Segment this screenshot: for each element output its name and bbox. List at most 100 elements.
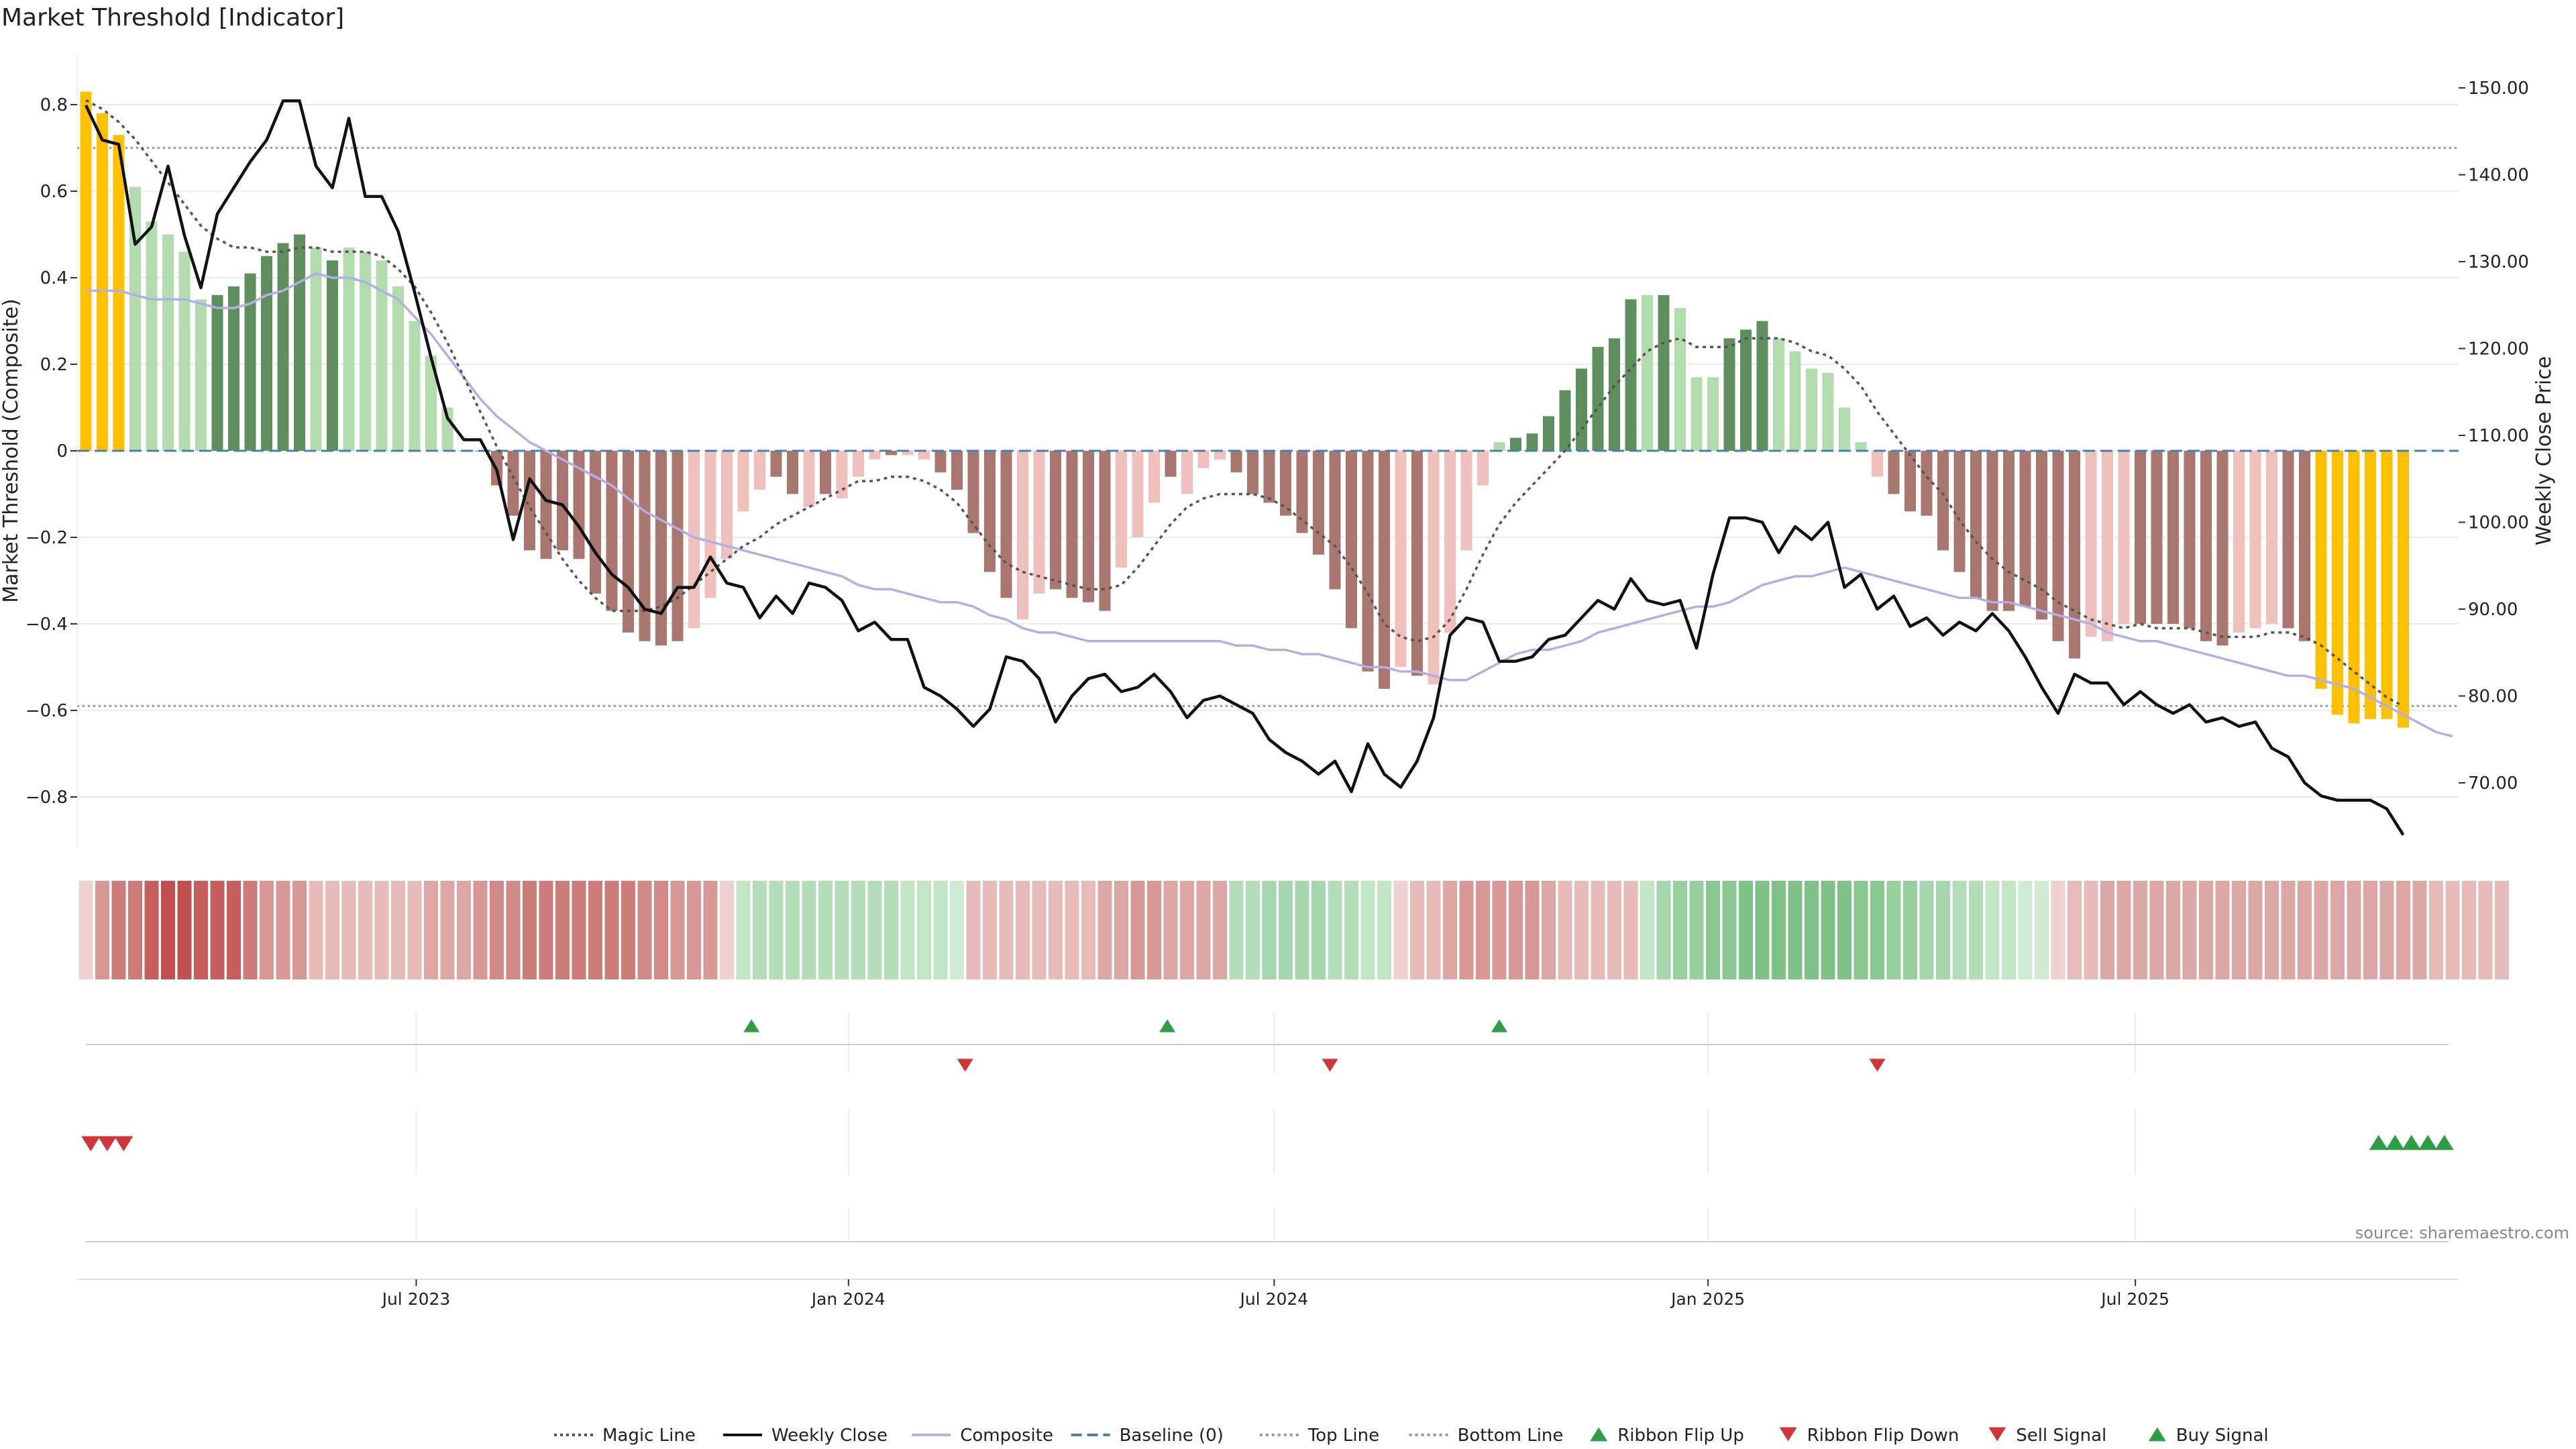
ribbon-cell bbox=[194, 881, 208, 979]
composite-bar bbox=[853, 451, 864, 477]
composite-bar bbox=[836, 451, 848, 498]
ribbon-cell bbox=[95, 881, 109, 979]
composite-bar bbox=[277, 243, 289, 451]
composite-bar bbox=[885, 451, 897, 455]
ribbon-flip-down-marker bbox=[1869, 1059, 1886, 1072]
ribbon-cell bbox=[1328, 881, 1342, 979]
composite-bar bbox=[376, 260, 388, 451]
composite-bars bbox=[80, 91, 2409, 728]
ribbon-cell bbox=[802, 881, 816, 979]
ribbon-cell bbox=[1525, 881, 1540, 979]
ribbon-cell bbox=[2199, 881, 2213, 979]
ribbon-cell bbox=[818, 881, 833, 979]
ribbon-cell bbox=[1196, 881, 1211, 979]
composite-bar bbox=[2332, 451, 2343, 715]
ribbon-cell bbox=[2084, 881, 2098, 979]
composite-bar bbox=[1806, 368, 1817, 451]
composite-bar bbox=[1642, 294, 1653, 451]
ribbon-cell bbox=[604, 881, 619, 979]
composite-bar bbox=[425, 356, 437, 451]
source-label: source: sharemaestro.com bbox=[2355, 1224, 2569, 1242]
ribbon-cell bbox=[1081, 881, 1095, 979]
left-tick-label: 0.8 bbox=[40, 95, 68, 115]
ribbon-cell bbox=[588, 881, 602, 979]
ribbon-cell bbox=[2478, 881, 2493, 979]
composite-bar bbox=[1280, 451, 1291, 516]
composite-bar bbox=[2184, 451, 2196, 629]
composite-bar bbox=[1099, 451, 1111, 611]
composite-bar bbox=[1904, 451, 1916, 512]
composite-bar bbox=[1576, 368, 1587, 451]
x-axis: Jul 2023 Jan 2024 Jul 2024 Jan 2025 Jul 2025 bbox=[77, 1279, 2459, 1309]
ribbon-cell bbox=[1952, 881, 1967, 979]
composite-bar bbox=[1690, 377, 1703, 451]
composite-bar bbox=[129, 186, 141, 451]
composite-bar bbox=[1296, 451, 1308, 533]
ribbon-cell bbox=[1706, 881, 1720, 979]
composite-bar bbox=[178, 252, 191, 451]
composite-bar bbox=[721, 451, 733, 559]
composite-bar bbox=[787, 451, 798, 494]
composite-bar bbox=[623, 451, 634, 633]
ribbon-cell bbox=[966, 881, 981, 979]
composite-bar bbox=[1428, 451, 1440, 685]
x-tick-label: Jul 2024 bbox=[1238, 1289, 1308, 1309]
composite-bar bbox=[2019, 451, 2031, 607]
ribbon-flip-up-marker bbox=[1491, 1019, 1507, 1032]
ribbon-cell bbox=[621, 881, 635, 979]
ribbon-cell bbox=[1229, 881, 1244, 979]
composite-bar bbox=[1592, 347, 1604, 451]
ribbon-flip-up-marker bbox=[743, 1019, 760, 1032]
ribbon-cell bbox=[1821, 881, 1835, 979]
composite-bar bbox=[2085, 451, 2097, 637]
ribbon-cell bbox=[1673, 881, 1687, 979]
buy-signal-marker bbox=[2402, 1134, 2421, 1150]
ribbon-cell bbox=[1476, 881, 1490, 979]
composite-bar bbox=[1674, 308, 1686, 451]
composite-bar bbox=[211, 294, 223, 451]
composite-bar bbox=[97, 113, 108, 451]
composite-bar bbox=[1510, 437, 1521, 451]
right-tick-label: 90.00 bbox=[2468, 600, 2518, 620]
ribbon-cell bbox=[1623, 881, 1638, 979]
composite-bar bbox=[1888, 451, 1900, 494]
composite-bar bbox=[228, 286, 239, 451]
legend-label: Baseline (0) bbox=[1120, 1426, 1224, 1446]
right-tick-label: 130.00 bbox=[2468, 252, 2529, 272]
ribbon-cell bbox=[2347, 881, 2361, 979]
ribbon-cell bbox=[1016, 881, 1030, 979]
ribbon-cell bbox=[473, 881, 488, 979]
legend-label: Buy Signal bbox=[2176, 1426, 2269, 1446]
composite-bar bbox=[1707, 377, 1719, 451]
composite-bar bbox=[1986, 451, 1998, 611]
ribbon-cell bbox=[654, 881, 668, 979]
ribbon-cell bbox=[1295, 881, 1309, 979]
composite-bar bbox=[1789, 351, 1801, 451]
composite-bar bbox=[2200, 451, 2212, 641]
chart-title: Market Threshold [Indicator] bbox=[1, 4, 344, 32]
ribbon-cell bbox=[1492, 881, 1507, 979]
buy-signal-marker bbox=[2434, 1134, 2454, 1150]
composite-bar bbox=[869, 451, 881, 460]
buy-signal-marker bbox=[2418, 1134, 2438, 1150]
composite-bar bbox=[1855, 442, 1867, 451]
legend-item: Composite bbox=[912, 1426, 1053, 1446]
ribbon-cell bbox=[900, 881, 915, 979]
ribbon-cell bbox=[2018, 881, 2033, 979]
ribbon-cell bbox=[1689, 881, 1704, 979]
ribbon-cell bbox=[506, 881, 521, 979]
composite-bar bbox=[162, 234, 174, 451]
composite-bar bbox=[1116, 451, 1127, 568]
composite-bar bbox=[294, 234, 305, 451]
ribbon-cell bbox=[670, 881, 685, 979]
ribbon-cell bbox=[210, 881, 225, 979]
composite-bar bbox=[244, 273, 256, 451]
legend-label: Sell Signal bbox=[2016, 1426, 2106, 1446]
ribbon-cell bbox=[1607, 881, 1621, 979]
composite-bar bbox=[1395, 451, 1407, 667]
ribbon-cell bbox=[358, 881, 372, 979]
ribbon-cell bbox=[786, 881, 800, 979]
legend-item: Bottom Line bbox=[1409, 1426, 1563, 1446]
ribbon-cell bbox=[243, 881, 258, 979]
composite-bar bbox=[2381, 451, 2393, 719]
